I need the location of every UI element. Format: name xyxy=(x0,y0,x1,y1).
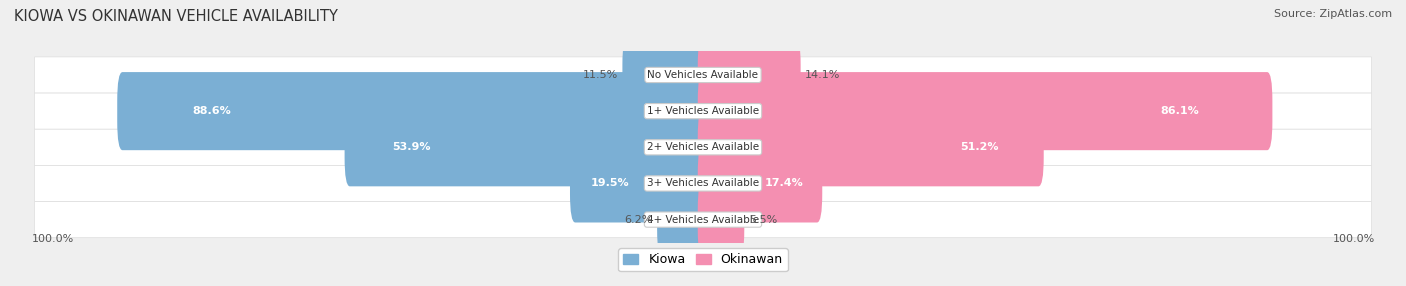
Text: 100.0%: 100.0% xyxy=(31,234,73,244)
Text: KIOWA VS OKINAWAN VEHICLE AVAILABILITY: KIOWA VS OKINAWAN VEHICLE AVAILABILITY xyxy=(14,9,337,23)
Text: 2+ Vehicles Available: 2+ Vehicles Available xyxy=(647,142,759,152)
FancyBboxPatch shape xyxy=(623,36,709,114)
FancyBboxPatch shape xyxy=(697,72,1272,150)
Text: No Vehicles Available: No Vehicles Available xyxy=(648,70,758,80)
Text: 100.0%: 100.0% xyxy=(1333,234,1375,244)
Text: 53.9%: 53.9% xyxy=(392,142,430,152)
FancyBboxPatch shape xyxy=(697,180,744,259)
Text: 14.1%: 14.1% xyxy=(806,70,841,80)
Text: 6.2%: 6.2% xyxy=(624,214,652,225)
Text: 19.5%: 19.5% xyxy=(591,178,630,188)
Legend: Kiowa, Okinawan: Kiowa, Okinawan xyxy=(619,248,787,271)
Text: 88.6%: 88.6% xyxy=(193,106,231,116)
FancyBboxPatch shape xyxy=(35,165,1371,202)
FancyBboxPatch shape xyxy=(35,93,1371,129)
Text: Source: ZipAtlas.com: Source: ZipAtlas.com xyxy=(1274,9,1392,19)
FancyBboxPatch shape xyxy=(35,129,1371,165)
FancyBboxPatch shape xyxy=(35,202,1371,238)
FancyBboxPatch shape xyxy=(697,108,1043,186)
Text: 5.5%: 5.5% xyxy=(749,214,778,225)
FancyBboxPatch shape xyxy=(569,144,709,223)
FancyBboxPatch shape xyxy=(117,72,709,150)
Text: 86.1%: 86.1% xyxy=(1161,106,1199,116)
Text: 1+ Vehicles Available: 1+ Vehicles Available xyxy=(647,106,759,116)
FancyBboxPatch shape xyxy=(697,36,800,114)
FancyBboxPatch shape xyxy=(657,180,709,259)
FancyBboxPatch shape xyxy=(344,108,709,186)
Text: 3+ Vehicles Available: 3+ Vehicles Available xyxy=(647,178,759,188)
FancyBboxPatch shape xyxy=(35,57,1371,93)
Text: 4+ Vehicles Available: 4+ Vehicles Available xyxy=(647,214,759,225)
Text: 17.4%: 17.4% xyxy=(765,178,803,188)
Text: 11.5%: 11.5% xyxy=(582,70,617,80)
FancyBboxPatch shape xyxy=(697,144,823,223)
Text: 51.2%: 51.2% xyxy=(960,142,998,152)
